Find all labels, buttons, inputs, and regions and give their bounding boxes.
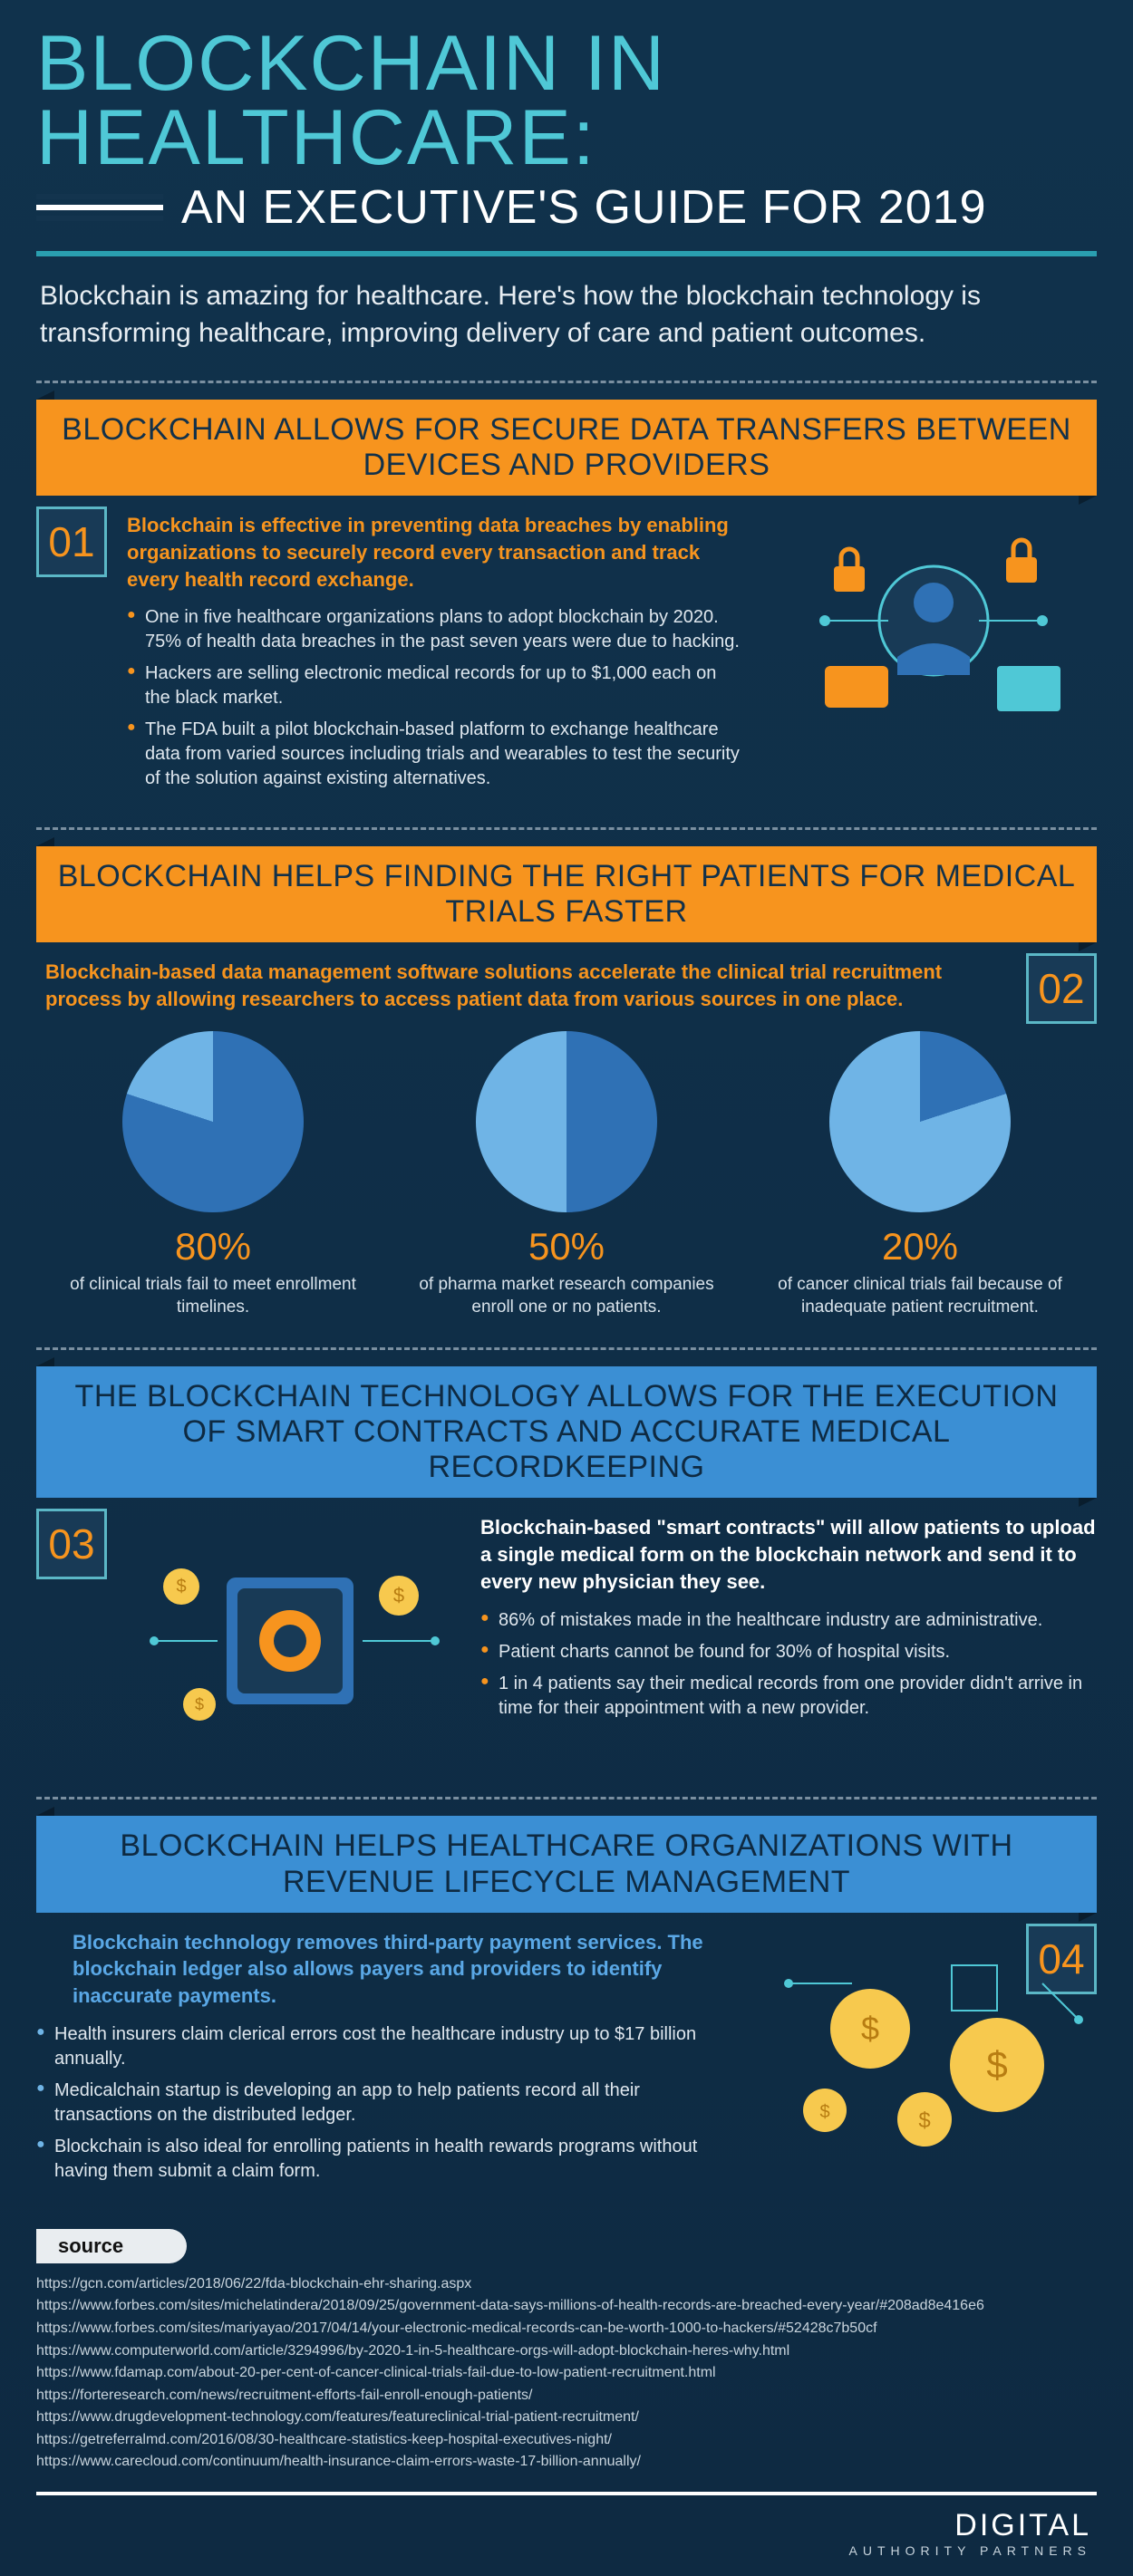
- svg-text:$: $: [861, 2010, 879, 2047]
- bullet-item: The FDA built a pilot blockchain-based p…: [127, 718, 743, 791]
- coins-icon: $ $ $ $: [770, 1929, 1097, 2183]
- brand-sub: AUTHORITY PARTNERS: [36, 2543, 1091, 2558]
- section1-lead: Blockchain is effective in preventing da…: [127, 512, 743, 593]
- svg-text:$: $: [195, 1695, 204, 1713]
- pie-percent: 80%: [54, 1225, 373, 1269]
- bullet-item: Health insurers claim clerical errors co…: [36, 2022, 725, 2071]
- section4-lead: Blockchain technology removes third-part…: [36, 1929, 725, 2010]
- pie-caption: of clinical trials fail to meet enrollme…: [54, 1274, 373, 1318]
- pie-slice: [476, 1031, 657, 1212]
- section2: 02 Blockchain-based data management soft…: [36, 950, 1097, 1340]
- safe-icon: $ $ $: [127, 1514, 453, 1768]
- source-url: https://www.carecloud.com/continuum/heal…: [36, 2452, 1097, 2472]
- source-url: https://www.fdamap.com/about-20-per-cent…: [36, 2363, 1097, 2383]
- bullet-item: One in five healthcare organizations pla…: [127, 605, 743, 654]
- source-url: https://www.forbes.com/sites/mariyayao/2…: [36, 2319, 1097, 2339]
- pie-chart: 50% of pharma market research companies e…: [408, 1031, 726, 1318]
- dashed-separator: [36, 827, 1097, 830]
- main-title: BLOCKCHAIN IN HEALTHCARE:: [36, 27, 1097, 175]
- section3-banner: THE BLOCKCHAIN TECHNOLOGY ALLOWS FOR THE…: [36, 1366, 1097, 1498]
- section1: 01 Blockchain is effective in preventing…: [36, 503, 1097, 820]
- pie-caption: of pharma market research companies enro…: [408, 1274, 726, 1318]
- section3-bullets: 86% of mistakes made in the healthcare i…: [480, 1608, 1097, 1721]
- footer: DIGITAL AUTHORITY PARTNERS: [36, 2508, 1097, 2558]
- svg-text:$: $: [918, 2108, 930, 2133]
- section1-number: 01: [36, 507, 107, 577]
- dashed-separator: [36, 1797, 1097, 1799]
- intro-text: Blockchain is amazing for healthcare. He…: [36, 278, 1097, 373]
- section2-banner: BLOCKCHAIN HELPS FINDING THE RIGHT PATIE…: [36, 846, 1097, 942]
- section3-lead: Blockchain-based "smart contracts" will …: [480, 1514, 1097, 1595]
- section2-number: 02: [1026, 953, 1097, 1024]
- section4-banner: BLOCKCHAIN HELPS HEALTHCARE ORGANIZATION…: [36, 1816, 1097, 1912]
- pie-slice: [829, 1031, 1011, 1212]
- section3: 03 $ $ $ Blockchain-based "smart contrac…: [36, 1505, 1097, 1790]
- source-url: https://www.drugdevelopment-technology.c…: [36, 2407, 1097, 2427]
- bullet-item: 1 in 4 patients say their medical record…: [480, 1672, 1097, 1721]
- pie-caption: of cancer clinical trials fail because o…: [761, 1274, 1080, 1318]
- svg-text:$: $: [176, 1577, 186, 1597]
- source-url: https://getreferralmd.com/2016/08/30-hea…: [36, 2430, 1097, 2450]
- pie-percent: 50%: [408, 1225, 726, 1269]
- subtitle-row: AN EXECUTIVE'S GUIDE FOR 2019: [36, 180, 1097, 235]
- source-url: https://forteresearch.com/news/recruitme…: [36, 2386, 1097, 2406]
- source-url: https://www.forbes.com/sites/michelatind…: [36, 2296, 1097, 2316]
- section4: 04 Blockchain technology removes third-p…: [36, 1920, 1097, 2213]
- pie-charts-row: 80% of clinical trials fail to meet enrol…: [36, 1031, 1097, 1318]
- security-icon: [770, 512, 1097, 766]
- section1-banner: BLOCKCHAIN ALLOWS FOR SECURE DATA TRANSF…: [36, 400, 1097, 496]
- bullet-item: Patient charts cannot be found for 30% o…: [480, 1640, 1097, 1664]
- source-url: https://www.computerworld.com/article/32…: [36, 2341, 1097, 2361]
- source-url: https://gcn.com/articles/2018/06/22/fda-…: [36, 2274, 1097, 2294]
- svg-text:$: $: [393, 1584, 404, 1606]
- bullet-item: 86% of mistakes made in the healthcare i…: [480, 1608, 1097, 1633]
- section3-number: 03: [36, 1509, 107, 1579]
- pie-chart: 20% of cancer clinical trials fail becaus…: [761, 1031, 1080, 1318]
- separator-teal: [36, 251, 1097, 256]
- dashed-separator: [36, 1347, 1097, 1350]
- section1-bullets: One in five healthcare organizations pla…: [127, 605, 743, 791]
- source-list: https://gcn.com/articles/2018/06/22/fda-…: [36, 2274, 1097, 2472]
- brand-logo: DIGITAL AUTHORITY PARTNERS: [36, 2508, 1091, 2558]
- dashed-separator: [36, 381, 1097, 383]
- footer-separator: [36, 2492, 1097, 2495]
- section2-lead: Blockchain-based data management softwar…: [36, 959, 1097, 1012]
- svg-text:$: $: [819, 2102, 829, 2122]
- decorative-bars: [36, 194, 163, 221]
- source-label: source: [36, 2229, 187, 2263]
- brand-name: DIGITAL: [954, 2508, 1091, 2542]
- pie-slice: [122, 1031, 304, 1212]
- infographic-page: BLOCKCHAIN IN HEALTHCARE: AN EXECUTIVE'S…: [0, 0, 1133, 2576]
- bullet-item: Hackers are selling electronic medical r…: [127, 661, 743, 710]
- svg-text:$: $: [986, 2043, 1007, 2086]
- subtitle: AN EXECUTIVE'S GUIDE FOR 2019: [181, 180, 987, 235]
- bullet-item: Blockchain is also ideal for enrolling p…: [36, 2135, 725, 2184]
- pie-percent: 20%: [761, 1225, 1080, 1269]
- pie-chart: 80% of clinical trials fail to meet enrol…: [54, 1031, 373, 1318]
- section4-bullets: Health insurers claim clerical errors co…: [36, 2022, 725, 2184]
- bullet-item: Medicalchain startup is developing an ap…: [36, 2079, 725, 2127]
